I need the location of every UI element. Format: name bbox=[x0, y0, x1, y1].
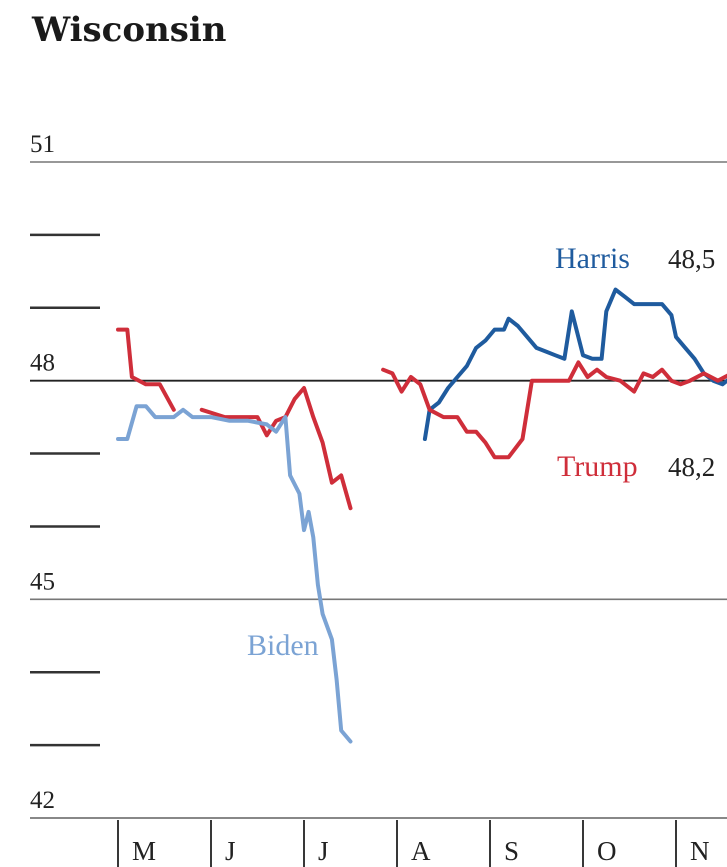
x-tick-label: O bbox=[597, 836, 617, 866]
y-tick-label: 48 bbox=[30, 350, 55, 377]
series-line-trump bbox=[116, 327, 727, 511]
end-value-harris: 48,5 bbox=[668, 244, 715, 274]
chart-title: Wisconsin bbox=[32, 10, 227, 50]
x-tick-label: M bbox=[132, 836, 156, 866]
series-label-trump: Trump bbox=[557, 450, 638, 483]
series-label-biden: Biden bbox=[247, 629, 319, 662]
x-tick-label: S bbox=[504, 836, 519, 866]
series-label-harris: Harris bbox=[555, 242, 630, 275]
x-tick-label: N bbox=[690, 836, 710, 866]
x-tick-label: J bbox=[225, 836, 236, 866]
y-tick-label: 51 bbox=[30, 131, 55, 158]
series-line-biden bbox=[116, 404, 353, 744]
y-tick-label: 45 bbox=[30, 568, 55, 595]
y-tick-label: 42 bbox=[30, 787, 55, 814]
chart-series bbox=[116, 287, 727, 744]
end-value-trump: 48,2 bbox=[668, 452, 715, 482]
chart-labels: 51 48 45 42 Harris 48,5 Trump 48,2 Biden bbox=[30, 131, 715, 814]
x-tick-label: A bbox=[411, 836, 431, 866]
x-tick-label: J bbox=[318, 836, 329, 866]
